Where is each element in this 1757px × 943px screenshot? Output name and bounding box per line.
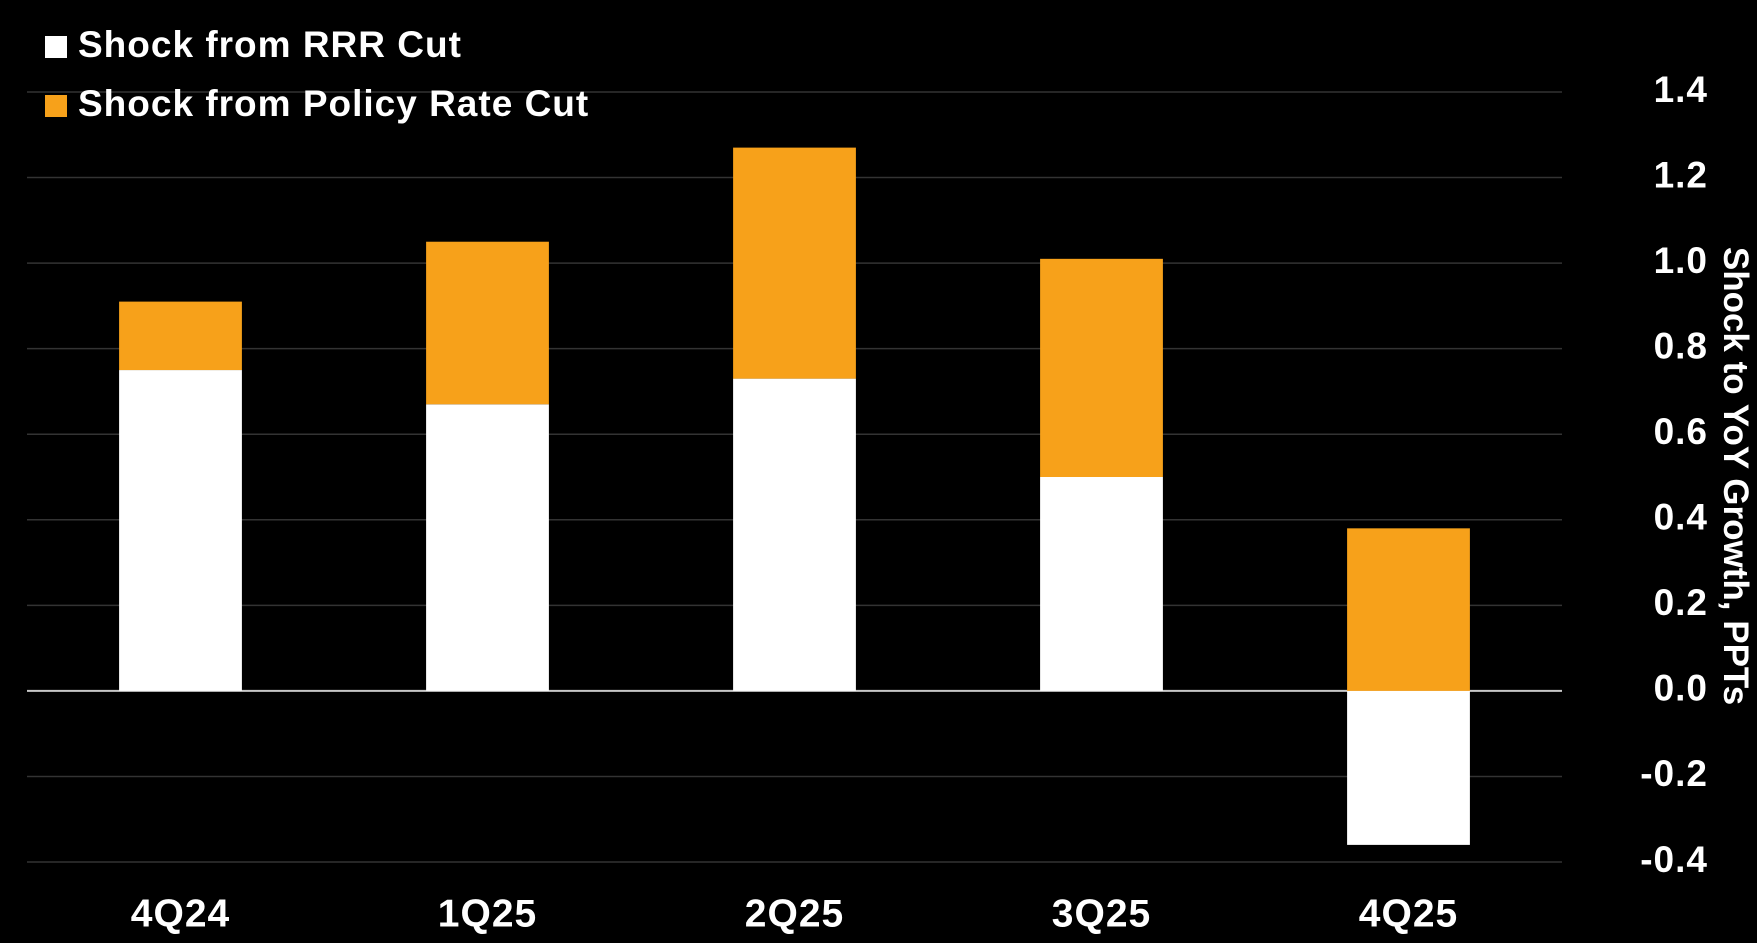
x-tick-label: 2Q25 bbox=[745, 892, 844, 935]
bar-segment bbox=[1347, 528, 1470, 691]
y-tick-label: 0.0 bbox=[1654, 668, 1708, 709]
y-tick-label: 1.2 bbox=[1654, 154, 1708, 195]
y-tick-label: 0.8 bbox=[1654, 325, 1708, 366]
legend-label: Shock from RRR Cut bbox=[78, 24, 462, 65]
y-tick-label: 0.2 bbox=[1654, 582, 1708, 623]
bar-segment bbox=[426, 241, 549, 405]
y-tick-label: -0.2 bbox=[1640, 753, 1708, 794]
bar-segment bbox=[1040, 258, 1163, 477]
y-tick-label: 0.6 bbox=[1654, 411, 1708, 452]
y-tick-label: 1.0 bbox=[1654, 240, 1708, 281]
bar-segment bbox=[1040, 477, 1163, 691]
bar-segment bbox=[119, 301, 242, 371]
bar-segment bbox=[733, 147, 856, 379]
x-tick-label: 3Q25 bbox=[1052, 892, 1151, 935]
bar-segment bbox=[733, 378, 856, 691]
y-tick-label: 0.4 bbox=[1654, 497, 1708, 538]
x-tick-label: 4Q25 bbox=[1359, 892, 1458, 935]
bar-segment bbox=[119, 370, 242, 691]
x-tick-label: 4Q24 bbox=[131, 892, 230, 935]
legend-swatch bbox=[45, 95, 67, 117]
legend-label: Shock from Policy Rate Cut bbox=[78, 83, 589, 124]
y-tick-label: 1.4 bbox=[1654, 69, 1708, 110]
x-tick-label: 1Q25 bbox=[438, 892, 537, 935]
bar-segment bbox=[426, 404, 549, 691]
y-tick-label: -0.4 bbox=[1640, 839, 1708, 880]
legend-swatch bbox=[45, 36, 67, 58]
y-axis-title: Shock to YoY Growth, PPTs bbox=[1716, 247, 1755, 705]
bar-segment bbox=[1347, 690, 1470, 845]
